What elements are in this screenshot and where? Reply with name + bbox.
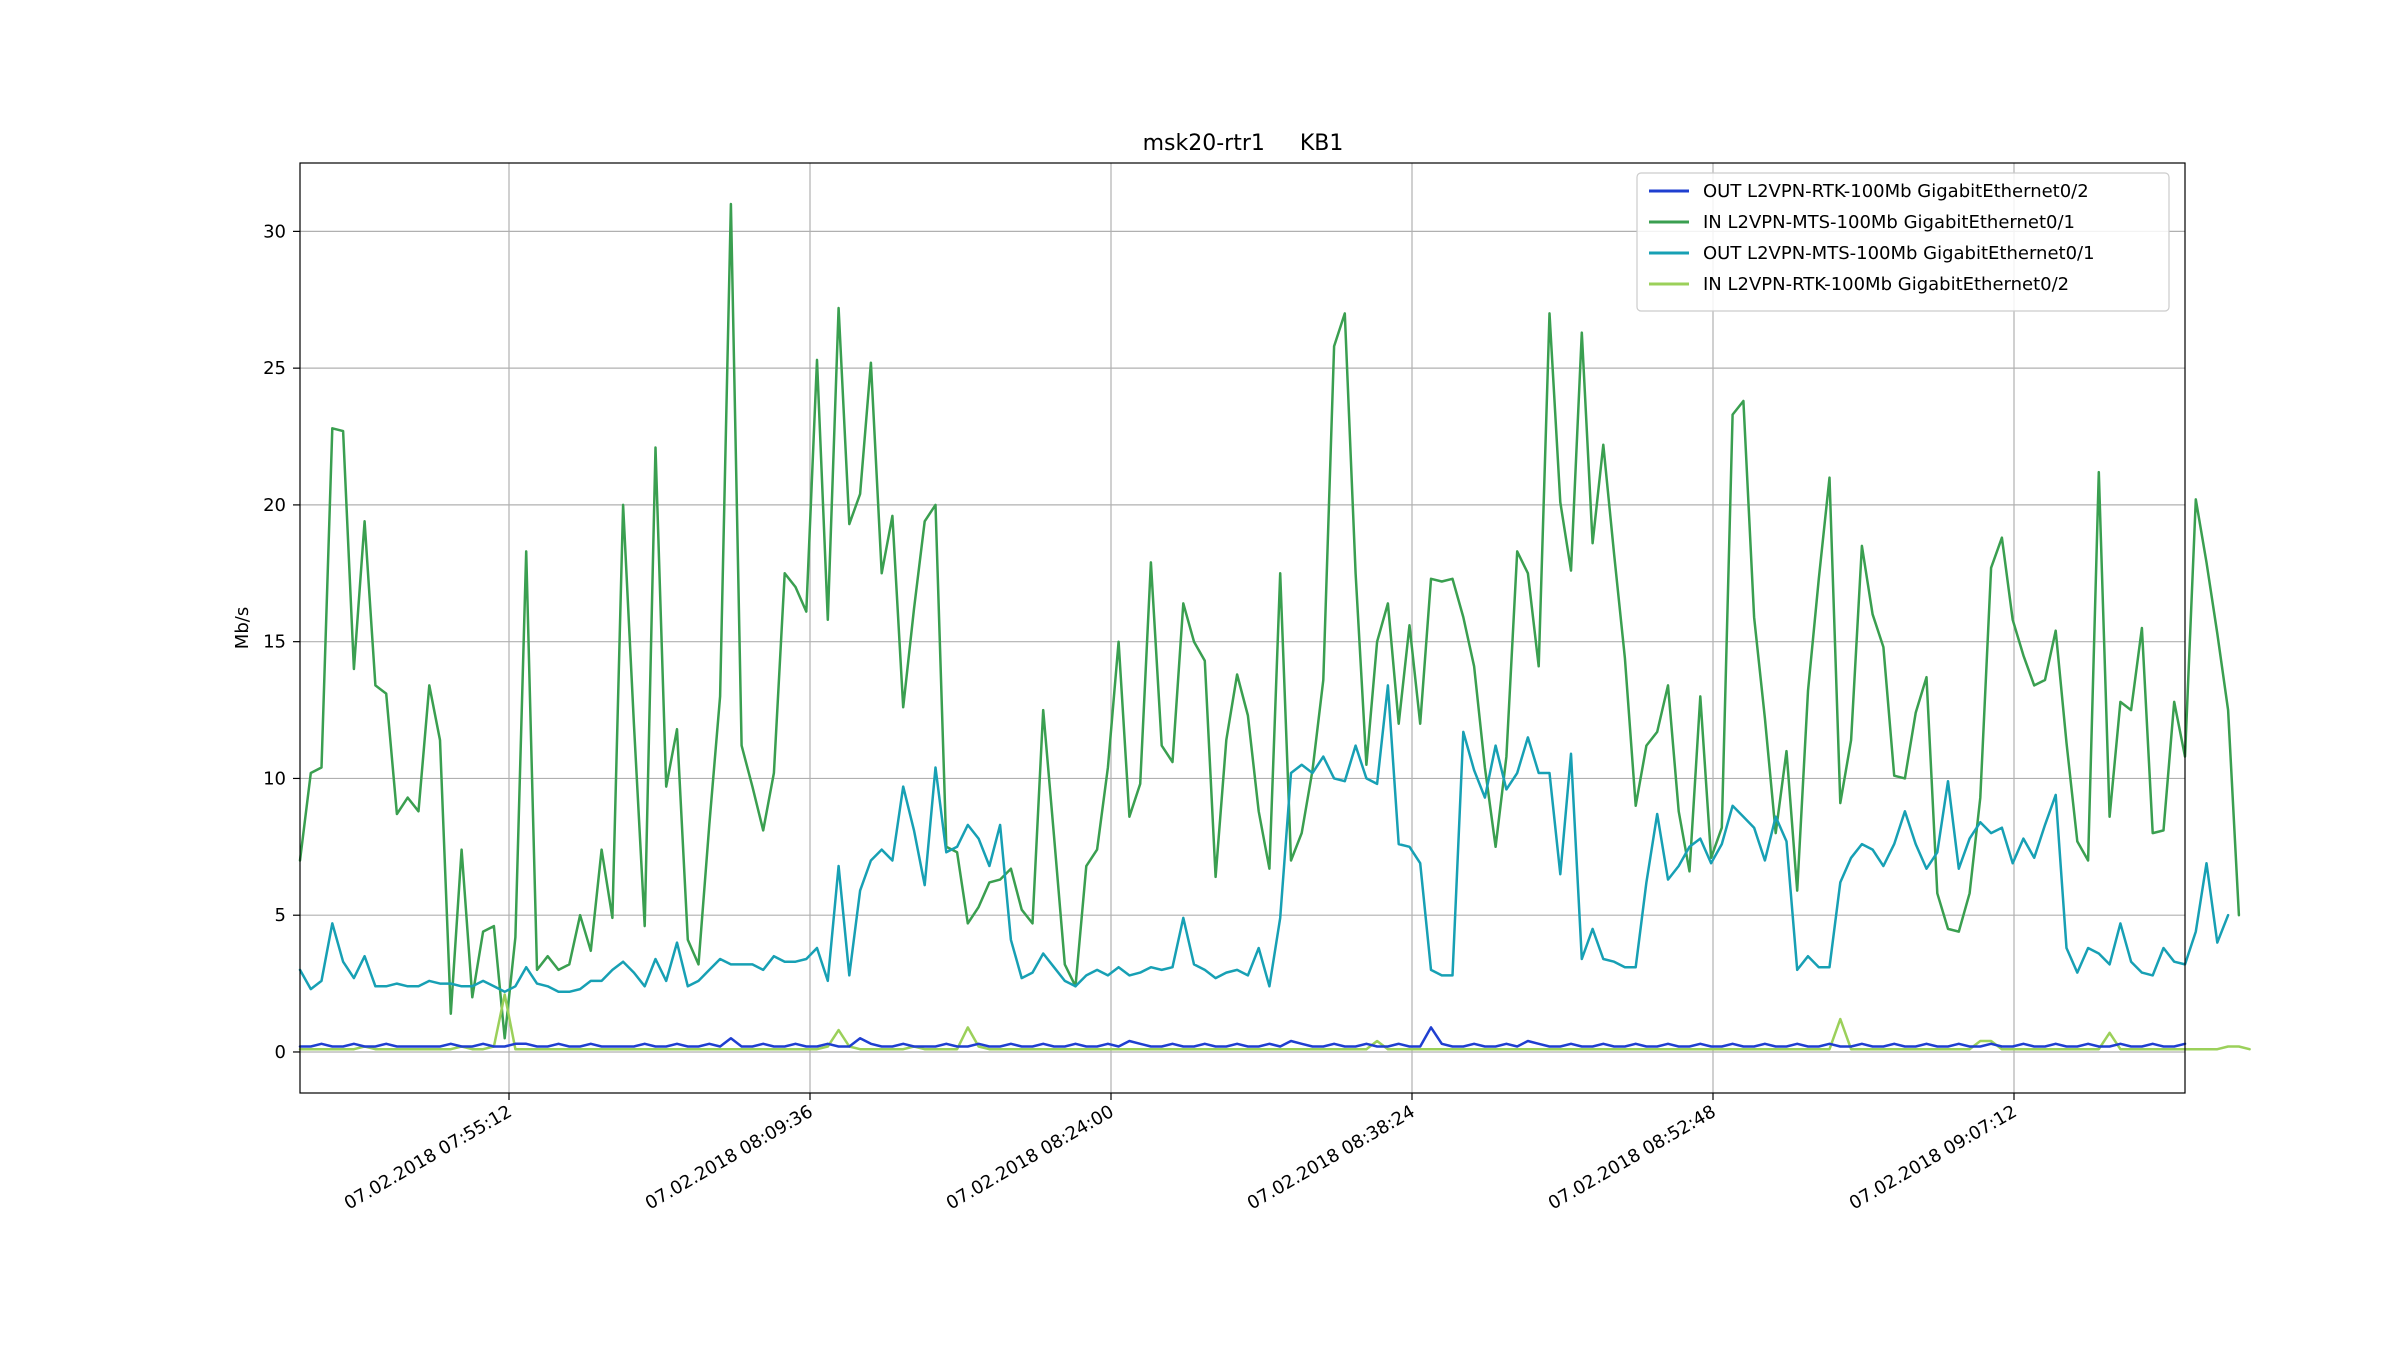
legend-entry: IN L2VPN-RTK-100Mb GigabitEthernet0/2 (1703, 274, 2069, 295)
y-tick-label: 30 (263, 221, 286, 242)
y-axis: 0 5 10 15 20 25 30 (263, 221, 300, 1063)
y-tick-label: 0 (275, 1042, 286, 1063)
legend-entry: IN L2VPN-MTS-100Mb GigabitEthernet0/1 (1703, 212, 2075, 233)
series-line-2 (298, 202, 2241, 1040)
legend-entry: OUT L2VPN-MTS-100Mb GigabitEthernet0/1 (1703, 243, 2095, 264)
series-line-4 (298, 993, 2251, 1051)
plot-frame (299, 162, 2186, 1094)
y-tick-label: 10 (263, 768, 286, 789)
y-tick-label: 5 (275, 905, 286, 926)
legend-entry: OUT L2VPN-RTK-100Mb GigabitEthernet0/2 (1703, 181, 2089, 202)
y-tick-label: 20 (263, 495, 286, 516)
y-axis-label: Mb/s (232, 607, 253, 649)
legend-box (1636, 172, 2170, 312)
gridlines (300, 163, 2185, 1093)
series-line-1 (298, 1026, 2187, 1048)
chart-title: msk20-rtr1 KB1 (1143, 131, 1344, 156)
legend: OUT L2VPN-RTK-100Mb GigabitEthernet0/2 IN… (1636, 172, 2170, 312)
series-line-3 (298, 684, 2230, 994)
series-layer (298, 202, 2251, 1051)
y-tick-label: 15 (263, 632, 286, 653)
y-tick-label: 25 (263, 358, 286, 379)
